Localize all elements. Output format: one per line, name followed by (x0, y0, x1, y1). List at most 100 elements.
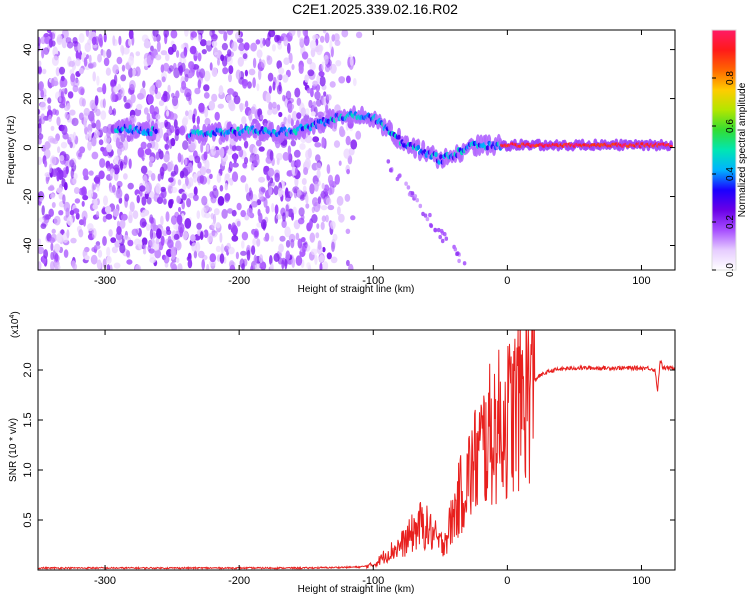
heatmap-cell (309, 62, 316, 71)
heatmap-cell (158, 148, 162, 154)
heatmap-cell (287, 145, 292, 156)
heatmap-cell (309, 183, 315, 195)
heatmap-cell (258, 58, 262, 68)
heatmap-cell (140, 165, 148, 174)
heatmap-cell (201, 259, 205, 270)
heatmap-cell (389, 122, 393, 134)
heatmap-cell (241, 116, 247, 125)
heatmap-cell (187, 162, 193, 173)
heatmap-cell (286, 170, 293, 177)
heatmap-cell (119, 160, 124, 171)
heatmap-cell (268, 85, 272, 94)
heatmap-cell (285, 250, 291, 261)
heatmap-cell (149, 228, 153, 240)
heatmap-cell (171, 186, 178, 194)
heatmap-cell (217, 196, 225, 206)
heatmap-cell (193, 194, 199, 202)
heatmap-cell (306, 57, 313, 65)
heatmap-cell (260, 219, 267, 230)
heatmap-cell (330, 256, 338, 264)
heatmap-cell (119, 243, 126, 254)
heatmap-cell (173, 67, 181, 79)
colorbar-tick-label: 0.8 (725, 71, 736, 85)
spectrogram-ytick-label: 40 (22, 43, 34, 55)
heatmap-cell (78, 33, 85, 43)
heatmap-cell (285, 240, 291, 248)
heatmap-cell (291, 257, 296, 268)
heatmap-cell (238, 44, 244, 51)
heatmap-cell (181, 193, 187, 201)
heatmap-cell (268, 185, 273, 196)
heatmap-cell (343, 148, 351, 159)
heatmap-cell (58, 210, 64, 216)
heatmap-cell (319, 76, 326, 87)
heatmap-cell (71, 117, 79, 127)
heatmap-cell (315, 44, 323, 56)
heatmap-cell (38, 238, 42, 247)
colorbar-tick-label: 0.0 (725, 263, 736, 277)
heatmap-cell (191, 242, 198, 252)
heatmap-cell (181, 80, 187, 91)
heatmap-cell (240, 175, 247, 183)
heatmap-cell (213, 208, 220, 216)
heatmap-cell (329, 81, 336, 88)
heatmap-cell (440, 238, 445, 244)
heatmap-cell (124, 193, 130, 202)
heatmap-cell (267, 72, 274, 82)
heatmap-cell (135, 264, 142, 270)
heatmap-cell (52, 138, 59, 145)
heatmap-cell (243, 42, 250, 51)
heatmap-cell (281, 219, 287, 229)
heatmap-cell (142, 248, 147, 255)
heatmap-cell (173, 233, 180, 240)
heatmap-cell (97, 249, 103, 258)
heatmap-cell (322, 246, 326, 253)
heatmap-cell (288, 233, 296, 243)
heatmap-cell (176, 195, 181, 204)
heatmap-cell (228, 73, 232, 83)
heatmap-cell (331, 241, 335, 253)
heatmap-cell (224, 173, 230, 179)
heatmap-cell (44, 160, 48, 168)
heatmap-cell (40, 89, 44, 98)
heatmap-cell (301, 51, 309, 60)
heatmap-cell (57, 146, 61, 154)
heatmap-cell (180, 51, 187, 59)
heatmap-cell (310, 248, 318, 255)
heatmap-cell (62, 194, 66, 205)
heatmap-cell (220, 243, 224, 255)
heatmap-cell (96, 259, 102, 270)
heatmap-cell (111, 246, 118, 254)
heatmap-cell (140, 141, 147, 150)
heatmap-cell (252, 238, 257, 246)
snr-xtick-label: 100 (632, 575, 650, 587)
heatmap-cell (345, 135, 351, 146)
heatmap-cell (227, 148, 233, 155)
heatmap-cell (314, 254, 318, 265)
heatmap-cell (295, 159, 301, 168)
heatmap-cell (256, 238, 261, 247)
heatmap-cell (220, 54, 225, 62)
heatmap-cell (276, 34, 281, 42)
heatmap-cell (61, 178, 66, 187)
heatmap-cell (97, 53, 102, 63)
colorbar: 0.0 0.2 0.4 0.6 0.8 Normalized spectral ampl… (711, 29, 748, 277)
heatmap-cell (51, 202, 56, 208)
heatmap-cell (50, 125, 55, 131)
heatmap-cell (198, 102, 205, 113)
heatmap-cell (190, 234, 196, 242)
heatmap-cell (56, 34, 63, 46)
heatmap-cell (177, 152, 182, 163)
heatmap-cell (413, 194, 418, 199)
heatmap-cell (132, 210, 139, 220)
heatmap-cell (250, 265, 254, 270)
snr-multiplier-base: (x10 (10, 318, 21, 338)
heatmap-cell (206, 263, 210, 270)
heatmap-cell (304, 241, 308, 249)
heatmap-cell (54, 265, 59, 270)
heatmap-cell (112, 208, 119, 217)
heatmap-cell (283, 36, 289, 47)
heatmap-cell (327, 204, 335, 211)
heatmap-cell (43, 96, 47, 102)
heatmap-cell (311, 214, 318, 224)
